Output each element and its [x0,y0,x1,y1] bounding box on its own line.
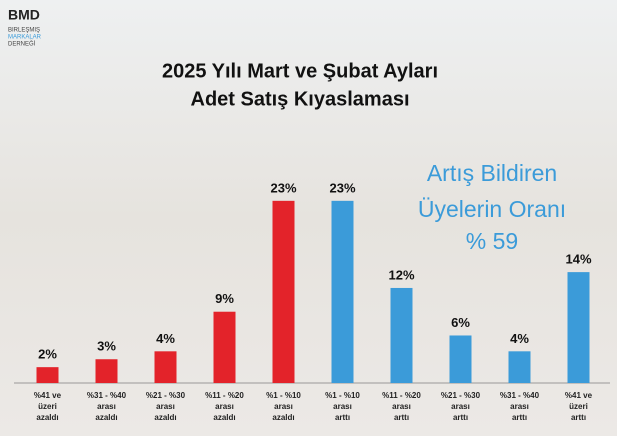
bar [449,335,472,383]
x-tick-label: %41 ve üzeri azaldı [34,391,62,422]
value-label: 14% [565,252,591,267]
x-tick-label: %11 - %20 arası azaldı [205,391,244,422]
bar [95,359,118,383]
bar [154,351,177,383]
value-label: 2% [38,347,57,362]
x-tick-label: %21 - %30 arası azaldı [146,391,186,422]
logo-name: BMD [8,7,40,23]
value-label: 4% [510,331,529,346]
bar [331,200,354,383]
value-label: 9% [215,291,234,306]
logo-line: MARKALAR [8,35,42,41]
value-label: 23% [329,180,355,195]
bar [213,311,236,383]
annotation: Artış Bildiren [427,160,557,186]
x-tick-label: %1 - %10 arası azaldı [266,391,301,422]
logo-line: BIRLEŞMIŞ [8,28,40,34]
x-tick-label: %21 - %30 arası arttı [441,391,481,422]
chart-title: Adet Satış Kıyaslaması [191,88,410,110]
annotation: % 59 [466,228,518,254]
annotation: Üyelerin Oranı [418,196,566,222]
value-label: 4% [156,331,175,346]
bar [36,367,59,383]
bar [390,287,413,383]
bar [508,351,531,383]
x-tick-label: %41 ve üzeri arttı [565,391,593,422]
value-label: 12% [388,267,414,282]
bar [567,272,590,383]
value-label: 23% [270,180,296,195]
value-label: 3% [97,339,116,354]
chart-title: 2025 Yılı Mart ve Şubat Ayları [162,60,438,82]
logo-line: DERNEĞİ [8,41,36,48]
value-label: 6% [451,315,470,330]
x-tick-label: %31 - %40 arası arttı [500,391,540,422]
x-tick-label: %1 - %10 arası arttı [325,391,360,422]
bar [272,200,295,383]
x-tick-label: %11 - %20 arası arttı [382,391,421,422]
x-tick-label: %31 - %40 arası azaldı [87,391,127,422]
